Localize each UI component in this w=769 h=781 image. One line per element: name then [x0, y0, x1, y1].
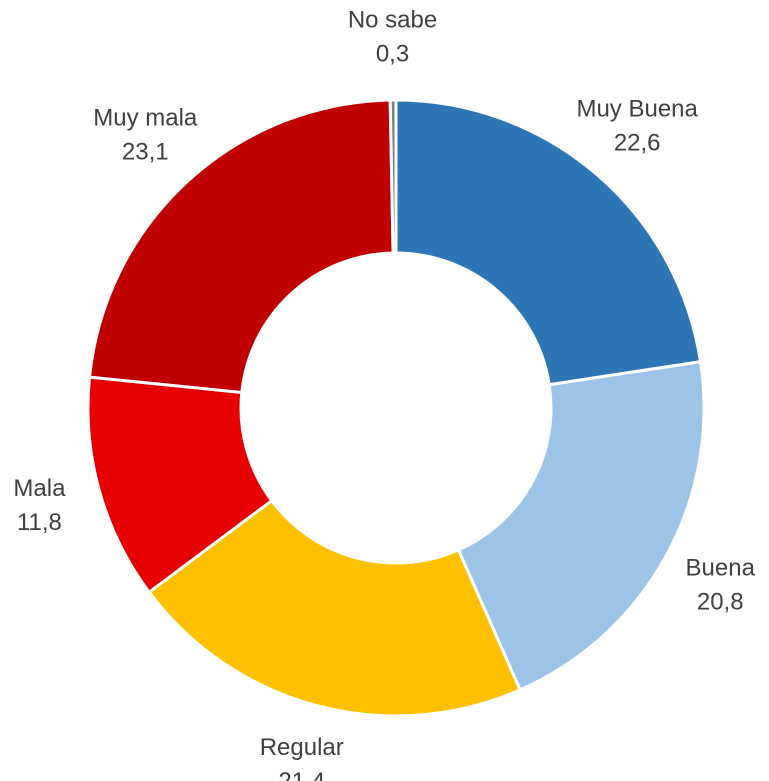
slice: [456, 360, 706, 692]
category-label: Muy Buena: [576, 96, 698, 123]
category-label: Buena: [686, 555, 756, 582]
slice: [87, 98, 395, 395]
slice: [394, 98, 703, 387]
category-label: Regular: [260, 734, 344, 761]
category-label: Mala: [13, 475, 66, 502]
value-label: 21,4: [278, 768, 325, 781]
value-label: 23,1: [122, 138, 169, 165]
slice: [147, 498, 523, 718]
slice: [388, 98, 398, 255]
value-label: 11,8: [17, 509, 62, 536]
value-label: 0,3: [376, 40, 409, 67]
value-label: 20,8: [697, 589, 744, 616]
category-label: No sabe: [348, 6, 437, 33]
value-label: 22,6: [614, 130, 661, 157]
category-label: Muy mala: [93, 104, 198, 131]
